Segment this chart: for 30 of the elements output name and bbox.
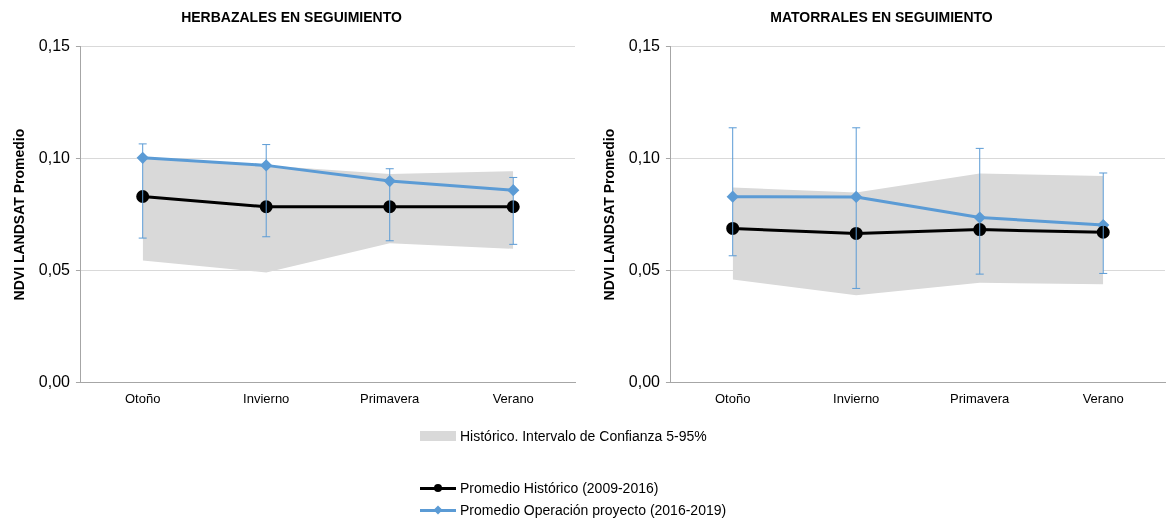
chart-title: MATORRALES EN SEGUIMIENTO [770,9,993,26]
point [727,191,739,203]
chart-title: HERBAZALES EN SEGUIMIENTO [181,9,402,26]
point [384,175,396,187]
legend-label: Promedio Histórico (2009-2016) [460,480,659,496]
text: Histórico. Intervalo de Confianza 5-95% [460,428,707,444]
y-tick-label: 0,10 [38,149,71,167]
x-tick-label: Otoño [714,390,751,406]
y-tick-label: 0,00 [628,372,661,390]
legend-label: Promedio Operación proyecto (2016-2019) [460,502,727,518]
x-tick-label: Otoño [124,390,161,406]
y-tick-label: 0,00 [38,372,71,390]
point [850,191,862,203]
x-tick-label: Verano [492,390,534,406]
y-tick-label: 0,05 [628,260,661,278]
point [137,152,149,164]
point [974,212,986,224]
y-tick-label: 0,15 [628,37,661,55]
point [260,159,272,171]
x-tick-label: Primavera [360,390,421,406]
x-tick-label: Invierno [833,390,880,406]
y-tick-label: 0,05 [38,260,71,278]
y-tick-label: 0,15 [38,37,71,55]
y-axis-title: NDVI LANDSAT Promedio [11,128,28,301]
y-axis-title: NDVI LANDSAT Promedio [601,128,618,301]
x-tick-label: Verano [1082,390,1124,406]
x-tick-label: Primavera [950,390,1011,406]
y-tick-label: 0,10 [628,149,661,167]
x-tick-label: Invierno [243,390,290,406]
point [507,184,519,196]
